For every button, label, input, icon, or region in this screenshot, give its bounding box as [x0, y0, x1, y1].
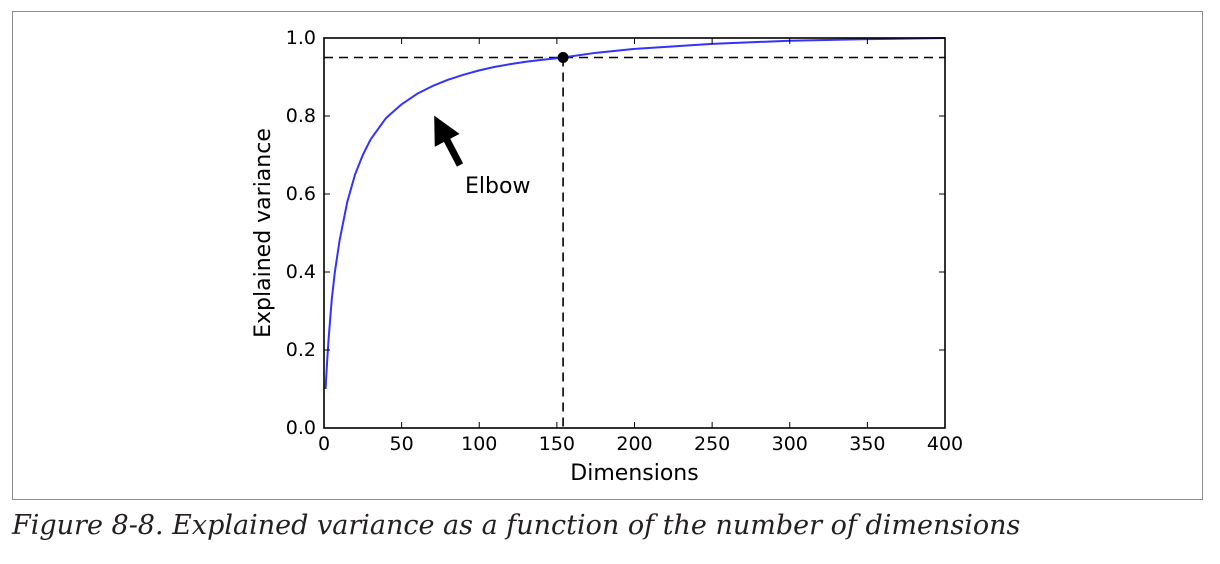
x-axis-title: Dimensions [570, 461, 698, 486]
explained-variance-chart: 0 50 100 150 200 250 300 350 400 0.0 0.2 0.4 0.6 0.8 1… [251, 27, 963, 486]
y-tick-label-2: 0.4 [286, 261, 316, 283]
y-tick-label-3: 0.6 [286, 183, 316, 205]
series-line-0 [324, 37, 946, 390]
x-tick-label-3: 150 [539, 433, 575, 455]
x-tick-label-5: 250 [694, 433, 730, 455]
elbow-point [557, 52, 569, 63]
y-tick-label-0: 0.0 [286, 417, 316, 439]
elbow-annotation: Elbow [465, 174, 530, 199]
y-tick-label-4: 0.8 [286, 105, 316, 127]
x-tick-label-1: 50 [390, 433, 414, 455]
x-tick-label-0: 0 [318, 433, 330, 455]
x-tick-label-4: 200 [616, 433, 652, 455]
figure-caption: Figure 8-8. Explained variance as a func… [12, 510, 1021, 541]
y-tick-label-5: 1.0 [286, 27, 316, 49]
x-tick-label-7: 350 [849, 433, 885, 455]
x-tick-label-2: 100 [461, 433, 497, 455]
figure-frame [12, 11, 1203, 500]
y-tick-label-1: 0.2 [286, 339, 316, 361]
y-axis-title: Explained variance [251, 128, 276, 338]
elbow-arrow [434, 115, 464, 167]
plot-area-frame [323, 37, 946, 429]
x-tick-label-6: 300 [772, 433, 808, 455]
x-tick-label-8: 400 [927, 433, 963, 455]
